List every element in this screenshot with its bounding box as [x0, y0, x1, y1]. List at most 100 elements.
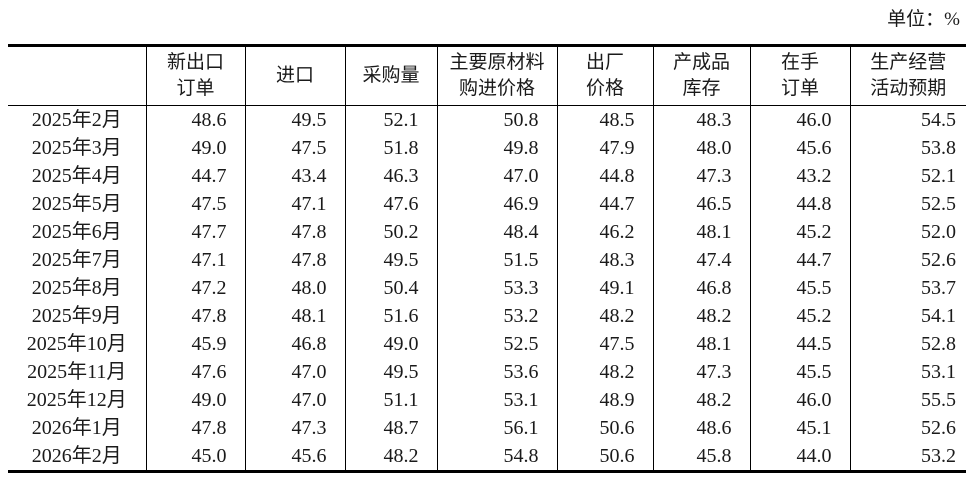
value-cell: 47.8	[244, 218, 345, 246]
value-cell: 50.6	[556, 414, 653, 442]
row-label: 2026年2月	[31, 445, 122, 467]
value-cell: 53.7	[849, 274, 966, 302]
value-cell: 48.1	[652, 330, 750, 358]
value-cell: 44.8	[556, 162, 653, 190]
column-header: 新出口 订单	[145, 45, 245, 106]
value-cell: 43.4	[244, 162, 345, 190]
value-cell: 47.8	[244, 246, 345, 274]
value-cell: 46.2	[556, 218, 653, 246]
value-cell: 47.3	[652, 162, 750, 190]
value-cell: 54.8	[436, 442, 557, 472]
table-row: 2025年7月 47.1 47.8 49.5 51.5 48.3 47.4 44.7 52.6	[8, 246, 966, 274]
value-cell: 52.6	[849, 414, 966, 442]
row-label: 2025年10月	[26, 333, 127, 355]
value-cell: 50.4	[344, 274, 437, 302]
table-row: 2025年10月 45.9 46.8 49.0 52.5 47.5 48.1 44.5 52.8	[8, 330, 966, 358]
value-cell: 47.0	[244, 386, 345, 414]
value-cell: 53.8	[849, 134, 966, 162]
value-cell: 48.3	[556, 246, 653, 274]
value-cell: 48.5	[556, 105, 653, 134]
value-cell: 49.0	[145, 134, 245, 162]
value-cell: 48.3	[652, 105, 750, 134]
value-cell: 44.0	[749, 442, 850, 472]
value-cell: 47.6	[145, 358, 245, 386]
value-cell: 45.6	[244, 442, 345, 472]
value-cell: 49.0	[145, 386, 245, 414]
value-cell: 49.8	[436, 134, 557, 162]
value-cell: 54.1	[849, 302, 966, 330]
value-cell: 45.6	[749, 134, 850, 162]
value-cell: 52.1	[344, 105, 437, 134]
value-cell: 45.5	[749, 358, 850, 386]
row-label: 2025年4月	[31, 165, 122, 187]
value-cell: 47.8	[145, 414, 245, 442]
value-cell: 46.5	[652, 190, 750, 218]
value-cell: 56.1	[436, 414, 557, 442]
value-cell: 46.8	[244, 330, 345, 358]
row-label: 2025年11月	[27, 361, 127, 383]
value-cell: 54.5	[849, 105, 966, 134]
value-cell: 47.5	[244, 134, 345, 162]
value-cell: 48.7	[344, 414, 437, 442]
table-row: 2025年9月 47.8 48.1 51.6 53.2 48.2 48.2 45.2 54.1	[8, 302, 966, 330]
value-cell: 51.1	[344, 386, 437, 414]
value-cell: 45.2	[749, 218, 850, 246]
value-cell: 48.9	[556, 386, 653, 414]
value-cell: 49.5	[244, 105, 345, 134]
value-cell: 53.3	[436, 274, 557, 302]
value-cell: 55.5	[849, 386, 966, 414]
value-cell: 53.2	[849, 442, 966, 472]
value-cell: 45.1	[749, 414, 850, 442]
value-cell: 48.2	[556, 358, 653, 386]
value-cell: 48.2	[652, 302, 750, 330]
table-row: 2025年6月 47.7 47.8 50.2 48.4 46.2 48.1 45.2 52.0	[8, 218, 966, 246]
value-cell: 48.4	[436, 218, 557, 246]
value-cell: 52.0	[849, 218, 966, 246]
value-cell: 47.5	[556, 330, 653, 358]
value-cell: 48.0	[652, 134, 750, 162]
value-cell: 51.6	[344, 302, 437, 330]
value-cell: 52.5	[849, 190, 966, 218]
value-cell: 52.6	[849, 246, 966, 274]
column-header: 在手 订单	[749, 45, 850, 106]
table-row: 2025年5月 47.5 47.1 47.6 46.9 44.7 46.5 44.8 52.5	[8, 190, 966, 218]
value-cell: 51.5	[436, 246, 557, 274]
row-label: 2026年1月	[31, 417, 122, 439]
value-cell: 51.8	[344, 134, 437, 162]
table-row: 2025年12月 49.0 47.0 51.1 53.1 48.9 48.2 46.0 55.5	[8, 386, 966, 414]
value-cell: 46.0	[749, 386, 850, 414]
value-cell: 47.0	[244, 358, 345, 386]
value-cell: 44.7	[145, 162, 245, 190]
table-row: 2025年3月 49.0 47.5 51.8 49.8 47.9 48.0 45.6 53.8	[8, 134, 966, 162]
value-cell: 52.5	[436, 330, 557, 358]
value-cell: 45.9	[145, 330, 245, 358]
value-cell: 47.3	[244, 414, 345, 442]
value-cell: 50.8	[436, 105, 557, 134]
value-cell: 53.1	[436, 386, 557, 414]
value-cell: 53.2	[436, 302, 557, 330]
value-cell: 49.5	[344, 358, 437, 386]
value-cell: 46.9	[436, 190, 557, 218]
column-header: 主要原材料 购进价格	[436, 45, 557, 106]
value-cell: 48.2	[652, 386, 750, 414]
value-cell: 44.7	[556, 190, 653, 218]
value-cell: 47.3	[652, 358, 750, 386]
table-row: 2025年8月 47.2 48.0 50.4 53.3 49.1 46.8 45.5 53.7	[8, 274, 966, 302]
column-header: 出厂 价格	[556, 45, 653, 106]
value-cell: 46.3	[344, 162, 437, 190]
value-cell: 47.1	[145, 246, 245, 274]
value-cell: 48.2	[556, 302, 653, 330]
value-cell: 45.5	[749, 274, 850, 302]
value-cell: 48.1	[244, 302, 345, 330]
value-cell: 44.8	[749, 190, 850, 218]
table-row: 2025年11月 47.6 47.0 49.5 53.6 48.2 47.3 45.5 53.1	[8, 358, 966, 386]
value-cell: 48.6	[145, 105, 245, 134]
table-row: 2025年4月 44.7 43.4 46.3 47.0 44.8 47.3 43.2 52.1	[8, 162, 966, 190]
pmi-table: 新出口 订单 进口 采购量 主要原材料 购进价格 出厂 价格 产成品 库存 在手 订单 生产经…	[8, 44, 966, 473]
row-label: 2025年8月	[31, 277, 122, 299]
value-cell: 47.0	[436, 162, 557, 190]
value-cell: 49.5	[344, 246, 437, 274]
row-label: 2025年2月	[31, 109, 122, 131]
value-cell: 44.7	[749, 246, 850, 274]
value-cell: 45.2	[749, 302, 850, 330]
